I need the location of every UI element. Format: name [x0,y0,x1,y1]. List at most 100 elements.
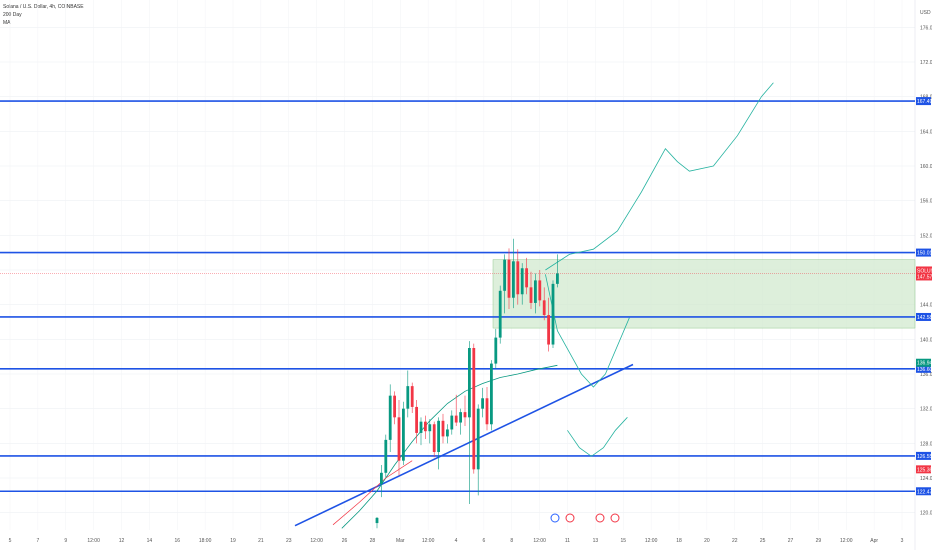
x-tick-label: 27 [788,538,794,544]
candle-body [507,259,511,298]
event-marker [550,513,560,523]
y-tick-label: 124.00 [920,476,932,482]
level-badge [916,97,931,106]
red-level-badge [916,465,931,474]
x-tick-label: 3 [901,538,904,544]
x-tick-label: 5 [9,538,12,544]
x-tick-label: 16 [174,538,180,544]
trendline [294,363,634,527]
candle-body [490,363,493,425]
level-badge-label: 126.55 [917,454,932,460]
candle-body [542,300,546,316]
candle-body [516,261,520,295]
candle-body [441,420,445,437]
x-tick-label: 12:00 [645,538,658,544]
x-tick-label: 12:00 [310,538,323,544]
candle-body [520,268,524,295]
candle-body [388,395,392,440]
candle-body [525,268,528,288]
level-badge [916,451,931,460]
candle-body [380,472,383,485]
level-badge [916,364,931,373]
candle-body [410,386,414,407]
current-price-value: 147.57 01:04 [917,274,932,280]
level-badge [916,248,931,257]
x-tick-label: 15 [620,538,626,544]
candle-body [485,398,489,425]
y-tick-label: 176.00 [920,25,932,31]
x-tick-label: 29 [816,538,822,544]
candle-body [375,517,379,524]
x-tick-label: 25 [760,538,766,544]
candle-body [406,386,410,409]
target-zone [492,259,916,329]
x-tick-label: Mar [396,538,405,544]
candle-body [534,280,537,303]
horizontal-levels [0,100,915,493]
indicator-ma: MA [3,20,11,26]
level-badge-label: 150.01 [917,251,932,257]
x-tick-label: 7 [36,538,39,544]
x-tick-label: 12 [119,538,125,544]
candle-body [450,415,454,430]
x-tick-label: 21 [258,538,264,544]
x-tick-label: 23 [286,538,292,544]
ma-line [341,364,558,529]
x-tick-label: 13 [593,538,599,544]
x-tick-label: 12:00 [840,538,853,544]
candle-body [402,408,405,461]
candle-body [556,273,559,284]
candle-body [538,280,542,301]
candle-body [424,421,427,432]
x-tick-label: 12:00 [87,538,100,544]
x-tick-label: 12:00 [422,538,435,544]
current-price-symbol: SOLUSD [917,268,932,274]
event-marker [610,513,620,523]
candle-body [529,287,533,303]
x-tick-label: 9 [64,538,67,544]
level-badge [916,312,931,321]
candle-body [503,259,506,291]
y-tick-label: 160.00 [920,164,932,170]
price-badges: 167.49 150.01 142.58 136.60 126.55 122.47 SOLU… [916,97,932,496]
x-tick-label: Apr [870,538,878,544]
candle-body [468,348,471,418]
candle-body [459,412,462,423]
x-tick-label: 26 [342,538,348,544]
candle-body [551,283,555,345]
candle-body [393,395,396,418]
x-tick-label: 4 [455,538,458,544]
candle-body [463,412,467,418]
candle-body [498,290,502,338]
candle-body [384,439,388,473]
y-tick-label: 144.00 [920,303,932,309]
y-tick-label: 156.00 [920,199,932,205]
candle-body [397,417,401,461]
x-tick-label: 18 [676,538,682,544]
time-axis: 5 7 9 12:00 12 14 16 18:00 19 21 23 12:00 26 28 Mar 12:… [9,538,904,544]
projection-down [545,274,630,388]
x-tick-label: 8 [510,538,513,544]
candle-body [419,421,423,433]
x-tick-label: 28 [370,538,376,544]
ma-badge [916,358,931,367]
candle-body [446,429,449,437]
candle-body [472,348,476,470]
candle-body [415,406,418,433]
candle-body [454,415,458,423]
level-badge [916,487,931,496]
price-axis: USD 176.00172.00168.00164.00160.00156.00… [920,10,932,517]
y-tick-label: 128.00 [920,441,932,447]
candle-body [437,420,440,452]
candles [375,238,559,529]
y-tick-label: 136.00 [920,372,932,378]
candle-body [547,315,550,345]
currency-label: USD [920,10,931,16]
x-tick-label: 19 [230,538,236,544]
ma-badge-label: 136.94 [917,361,932,367]
level-badge-label: 136.60 [917,367,932,373]
x-tick-label: 18:00 [199,538,212,544]
projection-low [567,417,628,457]
